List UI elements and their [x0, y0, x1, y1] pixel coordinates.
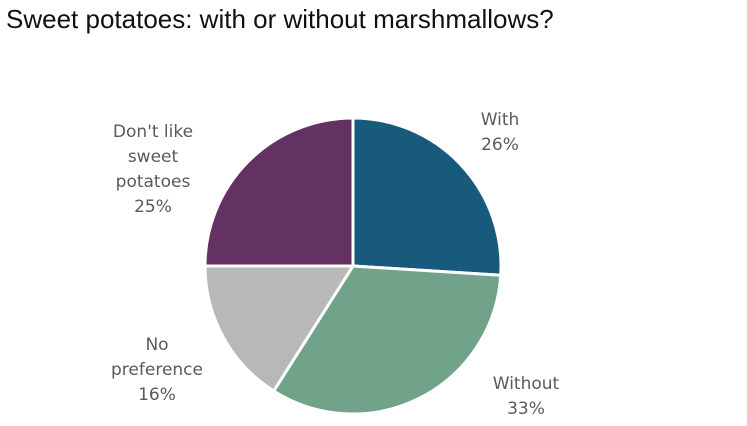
pie-slices: [203, 116, 503, 416]
pie-label-with: With 26%: [481, 110, 520, 155]
pie-label-line: Without: [493, 374, 560, 394]
pie-label-line: potatoes: [116, 172, 191, 192]
pie-label-line: 26%: [481, 135, 519, 155]
pie-label-no-preference: No preference 16%: [111, 335, 203, 405]
pie-labels: With 26% Without 33% No preference 16% Don't li…: [111, 110, 560, 419]
pie-label-line: Don't like: [113, 122, 193, 142]
pie-label-line: 25%: [134, 197, 172, 217]
pie-label-line: 33%: [507, 399, 545, 419]
pie-slice-dont-like: [203, 116, 355, 268]
pie-label-line: sweet: [128, 147, 179, 167]
chart-title: Sweet potatoes: with or without marshmal…: [6, 4, 554, 34]
pie-label-line: With: [481, 110, 520, 130]
pie-label-without: Without 33%: [493, 374, 560, 419]
pie-slice-with: [351, 116, 503, 277]
pie-label-line: 16%: [138, 385, 176, 405]
pie-label-line: preference: [111, 360, 203, 380]
pie-slice-no-preference: [203, 264, 355, 393]
pie-label-dont-like: Don't like sweet potatoes 25%: [113, 122, 193, 217]
pie-label-line: No: [145, 335, 168, 355]
